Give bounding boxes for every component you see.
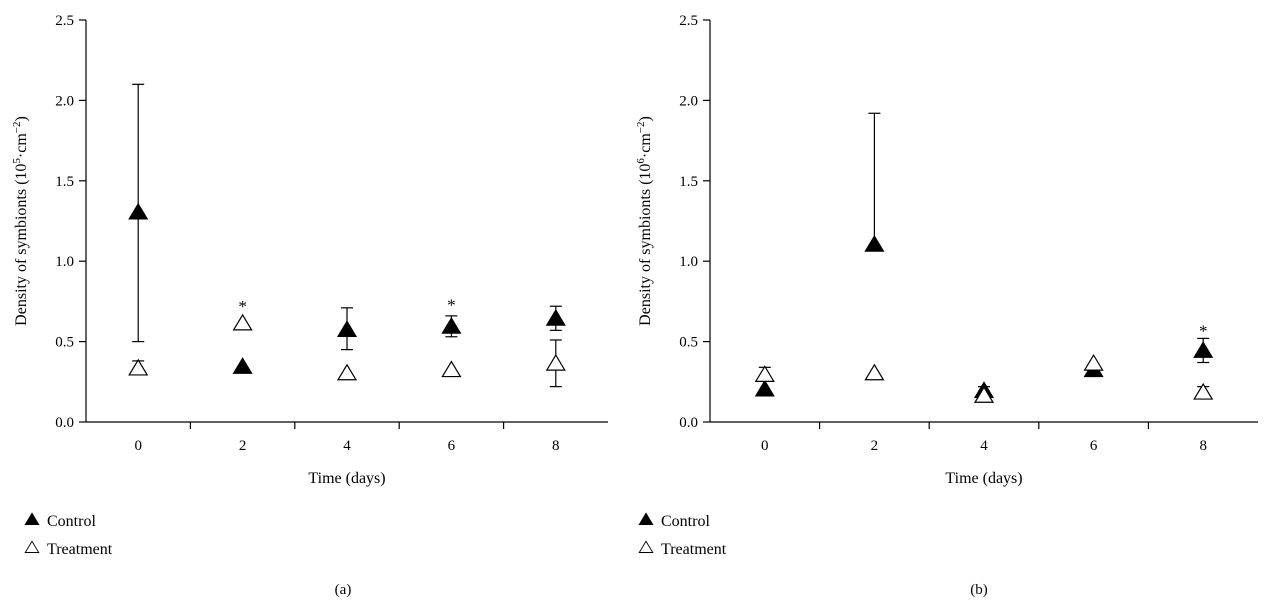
x-tick-label: 2: [871, 438, 879, 454]
significance-star: *: [1199, 321, 1208, 340]
y-tick-label: 0.0: [679, 415, 698, 431]
panel-label: (a): [335, 582, 352, 598]
control-point: [1193, 341, 1214, 358]
significance-star: *: [238, 297, 247, 316]
treatment-point: [336, 363, 358, 381]
panel-b: 0.0 0.5 1.0 1.5 2.0 2.5 0 2 4 6 8 Time (days) Densit…: [635, 13, 1258, 598]
y-axis-title-ylabel-sup2: −2: [11, 122, 23, 134]
treatment-point: [232, 313, 253, 331]
y-axis-title-ylabel-end: ): [13, 116, 30, 121]
y-axis-title: Density of symbionts (106·cm−2): [635, 116, 654, 326]
x-tick-label: 8: [1199, 438, 1207, 454]
control-point: [128, 202, 149, 220]
control-point: [545, 308, 566, 326]
y-tick-label: 2.5: [55, 13, 74, 29]
treatment-point: [128, 358, 149, 376]
y-tick-label: 1.0: [55, 254, 74, 270]
treatment-point: [754, 365, 775, 382]
y-axis-title-ylabel-mid: ·cm: [13, 133, 30, 158]
legend-treatment-label: Treatment: [47, 541, 113, 558]
legend-control-label: Control: [47, 513, 96, 530]
legend-treatment-label: Treatment: [661, 541, 727, 558]
significance-star: *: [447, 296, 456, 315]
legend-control-icon: [24, 512, 40, 525]
panel-a: 0.0 0.5 1.0 1.5 2.0 2.5 0 2 4 6 8 Time (days) Densit…: [11, 13, 608, 598]
y-tick-label: 2.5: [679, 13, 698, 29]
legend-treatment-icon: [638, 540, 654, 553]
y-axis-title: Density of symbionts (105·cm−2): [11, 116, 30, 326]
y-axis-title-ylabel-sup2: −2: [635, 122, 647, 134]
control-point: [754, 379, 775, 397]
x-axis-title: Time (days): [308, 470, 385, 487]
treatment-point: [864, 363, 885, 381]
x-tick-label: 0: [134, 438, 142, 454]
control-point: [232, 357, 253, 374]
y-axis-title-ylabel-main: Density of symbionts (10: [637, 164, 654, 326]
treatment-point: [973, 386, 995, 403]
y-axis-title-ylabel-sup1: 5: [11, 158, 23, 164]
treatment-point: [441, 360, 462, 378]
treatment-point: [545, 353, 566, 371]
treatment-point: [1083, 353, 1104, 371]
legend-control-icon: [638, 512, 654, 525]
x-tick-label: 0: [761, 438, 769, 454]
x-tick-label: 6: [1090, 438, 1098, 454]
y-axis-title-ylabel-main: Density of symbionts (10: [13, 164, 30, 326]
legend-control-label: Control: [661, 513, 710, 530]
control-point: [441, 316, 462, 334]
y-tick-label: 1.5: [679, 174, 698, 190]
x-tick-label: 6: [448, 438, 456, 454]
y-tick-label: 0.5: [679, 335, 698, 351]
y-tick-label: 2.0: [679, 93, 698, 109]
y-axis-title-ylabel-end: ): [637, 116, 654, 121]
treatment-point: [1193, 382, 1214, 400]
legend-treatment-icon: [24, 540, 40, 553]
y-axis-title-ylabel-sup1: 6: [635, 158, 647, 164]
y-tick-label: 0.5: [55, 335, 74, 351]
x-tick-label: 4: [343, 438, 351, 454]
x-axis-title: Time (days): [945, 470, 1022, 487]
x-tick-label: 2: [239, 438, 247, 454]
y-tick-label: 2.0: [55, 93, 74, 109]
y-tick-label: 1.0: [679, 254, 698, 270]
panel-label: (b): [970, 582, 988, 598]
x-tick-label: 8: [552, 438, 560, 454]
y-tick-label: 1.5: [55, 174, 74, 190]
y-tick-label: 0.0: [55, 415, 74, 431]
control-point: [336, 320, 358, 337]
control-point: [864, 234, 885, 252]
x-tick-label: 4: [980, 438, 988, 454]
y-axis-title-ylabel-mid: ·cm: [637, 133, 654, 158]
